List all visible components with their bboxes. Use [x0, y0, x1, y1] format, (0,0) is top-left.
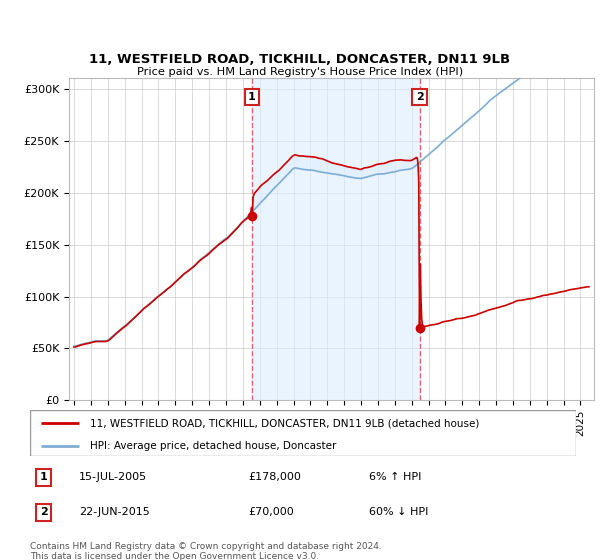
- Text: 6% ↑ HPI: 6% ↑ HPI: [368, 473, 421, 482]
- Text: 11, WESTFIELD ROAD, TICKHILL, DONCASTER, DN11 9LB (detached house): 11, WESTFIELD ROAD, TICKHILL, DONCASTER,…: [90, 418, 479, 428]
- Text: Price paid vs. HM Land Registry's House Price Index (HPI): Price paid vs. HM Land Registry's House …: [137, 67, 463, 77]
- Bar: [252, 78, 419, 400]
- Text: Contains HM Land Registry data © Crown copyright and database right 2024.
This d: Contains HM Land Registry data © Crown c…: [30, 542, 382, 560]
- Text: 11, WESTFIELD ROAD, TICKHILL, DONCASTER, DN11 9LB: 11, WESTFIELD ROAD, TICKHILL, DONCASTER,…: [89, 53, 511, 66]
- Text: 2: 2: [416, 92, 424, 102]
- Text: 1: 1: [248, 92, 256, 102]
- Text: 22-JUN-2015: 22-JUN-2015: [79, 507, 150, 517]
- Text: 15-JUL-2005: 15-JUL-2005: [79, 473, 147, 482]
- Text: 60% ↓ HPI: 60% ↓ HPI: [368, 507, 428, 517]
- Text: £70,000: £70,000: [248, 507, 294, 517]
- Text: HPI: Average price, detached house, Doncaster: HPI: Average price, detached house, Donc…: [90, 441, 337, 451]
- Text: £178,000: £178,000: [248, 473, 301, 482]
- Text: 2: 2: [40, 507, 47, 517]
- Text: 1: 1: [40, 473, 47, 482]
